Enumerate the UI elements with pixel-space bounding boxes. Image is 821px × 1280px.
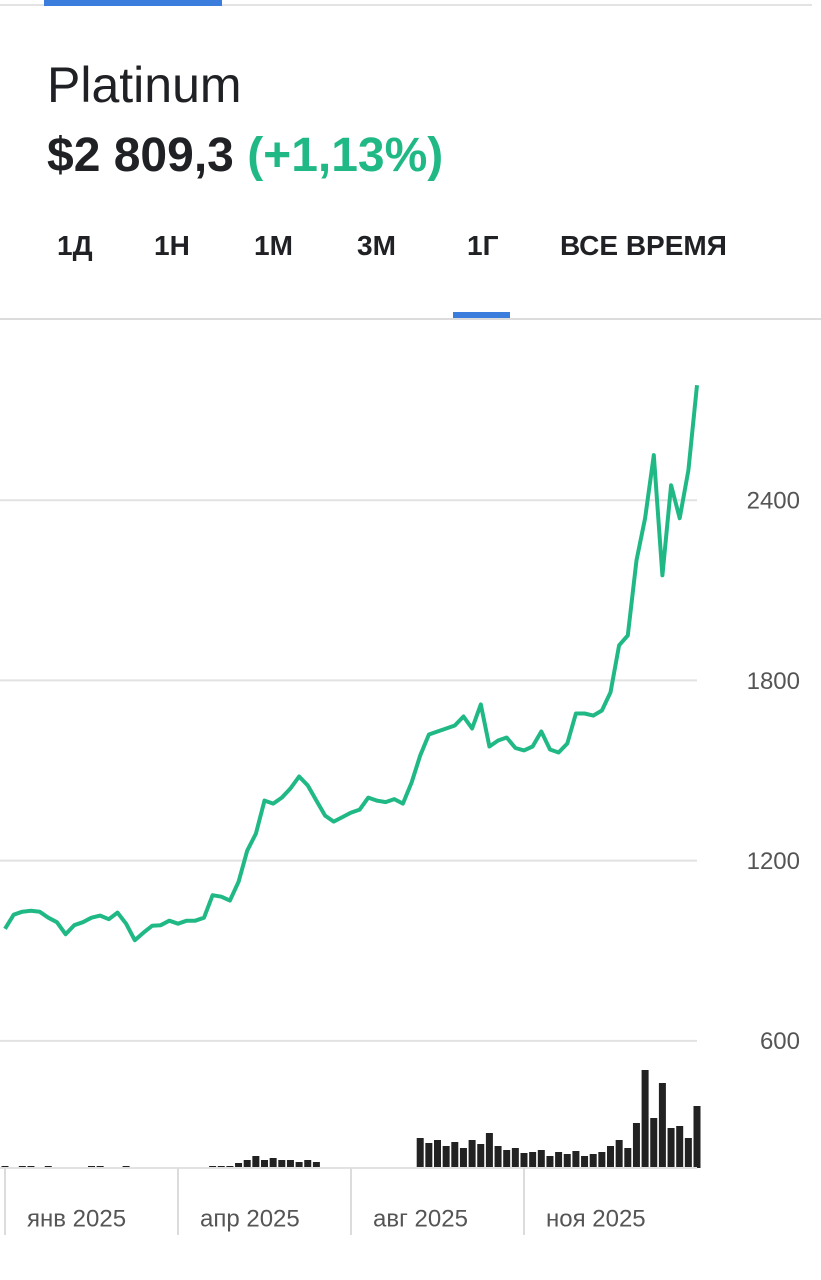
volume-bar (511, 1148, 519, 1168)
volume-bar (503, 1150, 511, 1168)
tab[interactable]: 1М (254, 230, 293, 261)
volume-bar (598, 1152, 606, 1168)
volume-bar (658, 1083, 666, 1168)
top-indicator (0, 0, 821, 6)
tab[interactable]: ВСЕ ВРЕМЯ (560, 230, 727, 261)
volume-bar (676, 1126, 684, 1168)
volume-bar (269, 1158, 277, 1168)
volume-bar (563, 1154, 571, 1168)
volume-bar (641, 1070, 649, 1168)
volume-bar (416, 1138, 424, 1168)
volume-bar (546, 1156, 554, 1168)
tab[interactable]: 1Н (154, 230, 190, 261)
y-tick-label: 600 (760, 1028, 800, 1055)
volume-bar (468, 1140, 476, 1168)
change: (+1,13%) (247, 129, 444, 182)
volume-bar (572, 1151, 580, 1168)
volume-bar (494, 1146, 502, 1168)
price-line: $2 809,3 (+1,13%) (47, 128, 443, 183)
volume-bar (243, 1160, 251, 1168)
y-tick-label: 2400 (747, 488, 800, 515)
volume-bar (477, 1144, 485, 1168)
volume-bar (286, 1160, 294, 1168)
volume-bar (485, 1133, 493, 1168)
volume-bar (693, 1106, 701, 1168)
volume-bar (555, 1152, 563, 1168)
tab-indicator (453, 312, 510, 318)
volume-bar (667, 1128, 675, 1168)
volume-bar (252, 1156, 260, 1168)
volume-bar (615, 1140, 623, 1168)
tab[interactable]: 3М (357, 230, 396, 261)
volume-bar (684, 1138, 692, 1168)
volume-bar (459, 1148, 467, 1168)
volume-bar (451, 1142, 459, 1168)
y-tick-label: 1200 (747, 848, 800, 875)
x-tick-label: ноя 2025 (546, 1205, 646, 1232)
volume-bar (537, 1150, 545, 1168)
volume-bar (632, 1123, 640, 1168)
x-tick-label: авг 2025 (373, 1205, 468, 1232)
price: $2 809,3 (47, 129, 234, 182)
volume-bar (295, 1162, 303, 1168)
volume-bar (442, 1146, 450, 1168)
volume-bar (607, 1146, 614, 1168)
volume-bar (425, 1143, 433, 1168)
volume-bar (529, 1152, 537, 1168)
volume-bar (581, 1156, 589, 1168)
volume-bar (650, 1118, 658, 1168)
tab[interactable]: 1Д (57, 230, 93, 261)
volume-bar (261, 1160, 268, 1168)
volume-bar (589, 1154, 597, 1168)
tabs: 1Д 1Н 1М 3М 1Г ВСЕ ВРЕМЯ (0, 230, 821, 320)
y-tick-label: 1800 (747, 668, 800, 695)
volume-bar (304, 1160, 312, 1168)
volume-bar (434, 1140, 441, 1168)
volume-bar (624, 1148, 632, 1168)
x-tick-label: апр 2025 (200, 1205, 300, 1232)
volume-bar (520, 1153, 528, 1168)
tab[interactable]: 1Г (467, 230, 499, 261)
volume-bar (312, 1162, 320, 1168)
x-tick-label: янв 2025 (27, 1205, 126, 1232)
price-line (3, 384, 699, 943)
title: Platinum (47, 57, 242, 113)
volume-bar (235, 1163, 243, 1168)
volume-bar (278, 1160, 286, 1168)
